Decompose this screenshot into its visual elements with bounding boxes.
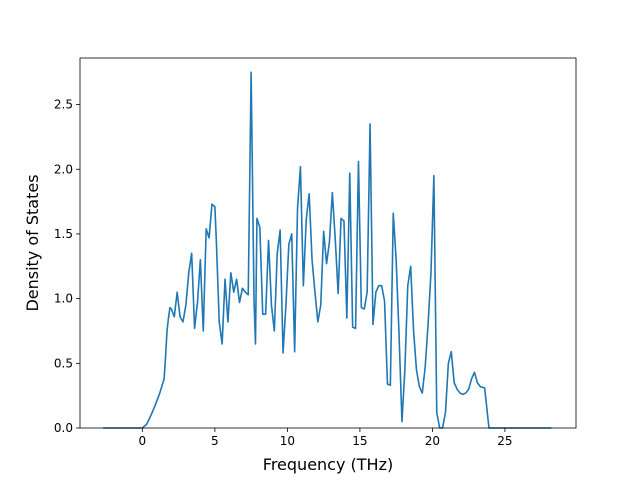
y-tick-label: 1.5 <box>54 227 73 241</box>
y-tick-label: 0.0 <box>54 421 73 435</box>
x-tick-label: 25 <box>497 434 512 448</box>
x-tick-label: 15 <box>352 434 367 448</box>
y-tick-label: 2.5 <box>54 98 73 112</box>
x-tick-label: 20 <box>425 434 440 448</box>
series-layer <box>103 71 552 429</box>
x-tick-label: 0 <box>139 434 147 448</box>
y-tick-label: 2.0 <box>54 162 73 176</box>
y-tick-label: 1.0 <box>54 292 73 306</box>
x-axis-ticks: 0 5 10 15 20 25 <box>139 428 513 448</box>
x-tick-label: 10 <box>280 434 295 448</box>
x-tick-label: 5 <box>211 434 219 448</box>
x-axis-title: Frequency (THz) <box>263 455 393 474</box>
dos-series-line <box>103 71 552 429</box>
y-axis-ticks: 0.0 0.5 1.0 1.5 2.0 2.5 <box>54 98 80 435</box>
y-axis-title: Density of States <box>23 174 42 311</box>
y-tick-label: 0.5 <box>54 356 73 370</box>
plot-area <box>80 58 576 428</box>
plot-frame <box>79 57 577 429</box>
